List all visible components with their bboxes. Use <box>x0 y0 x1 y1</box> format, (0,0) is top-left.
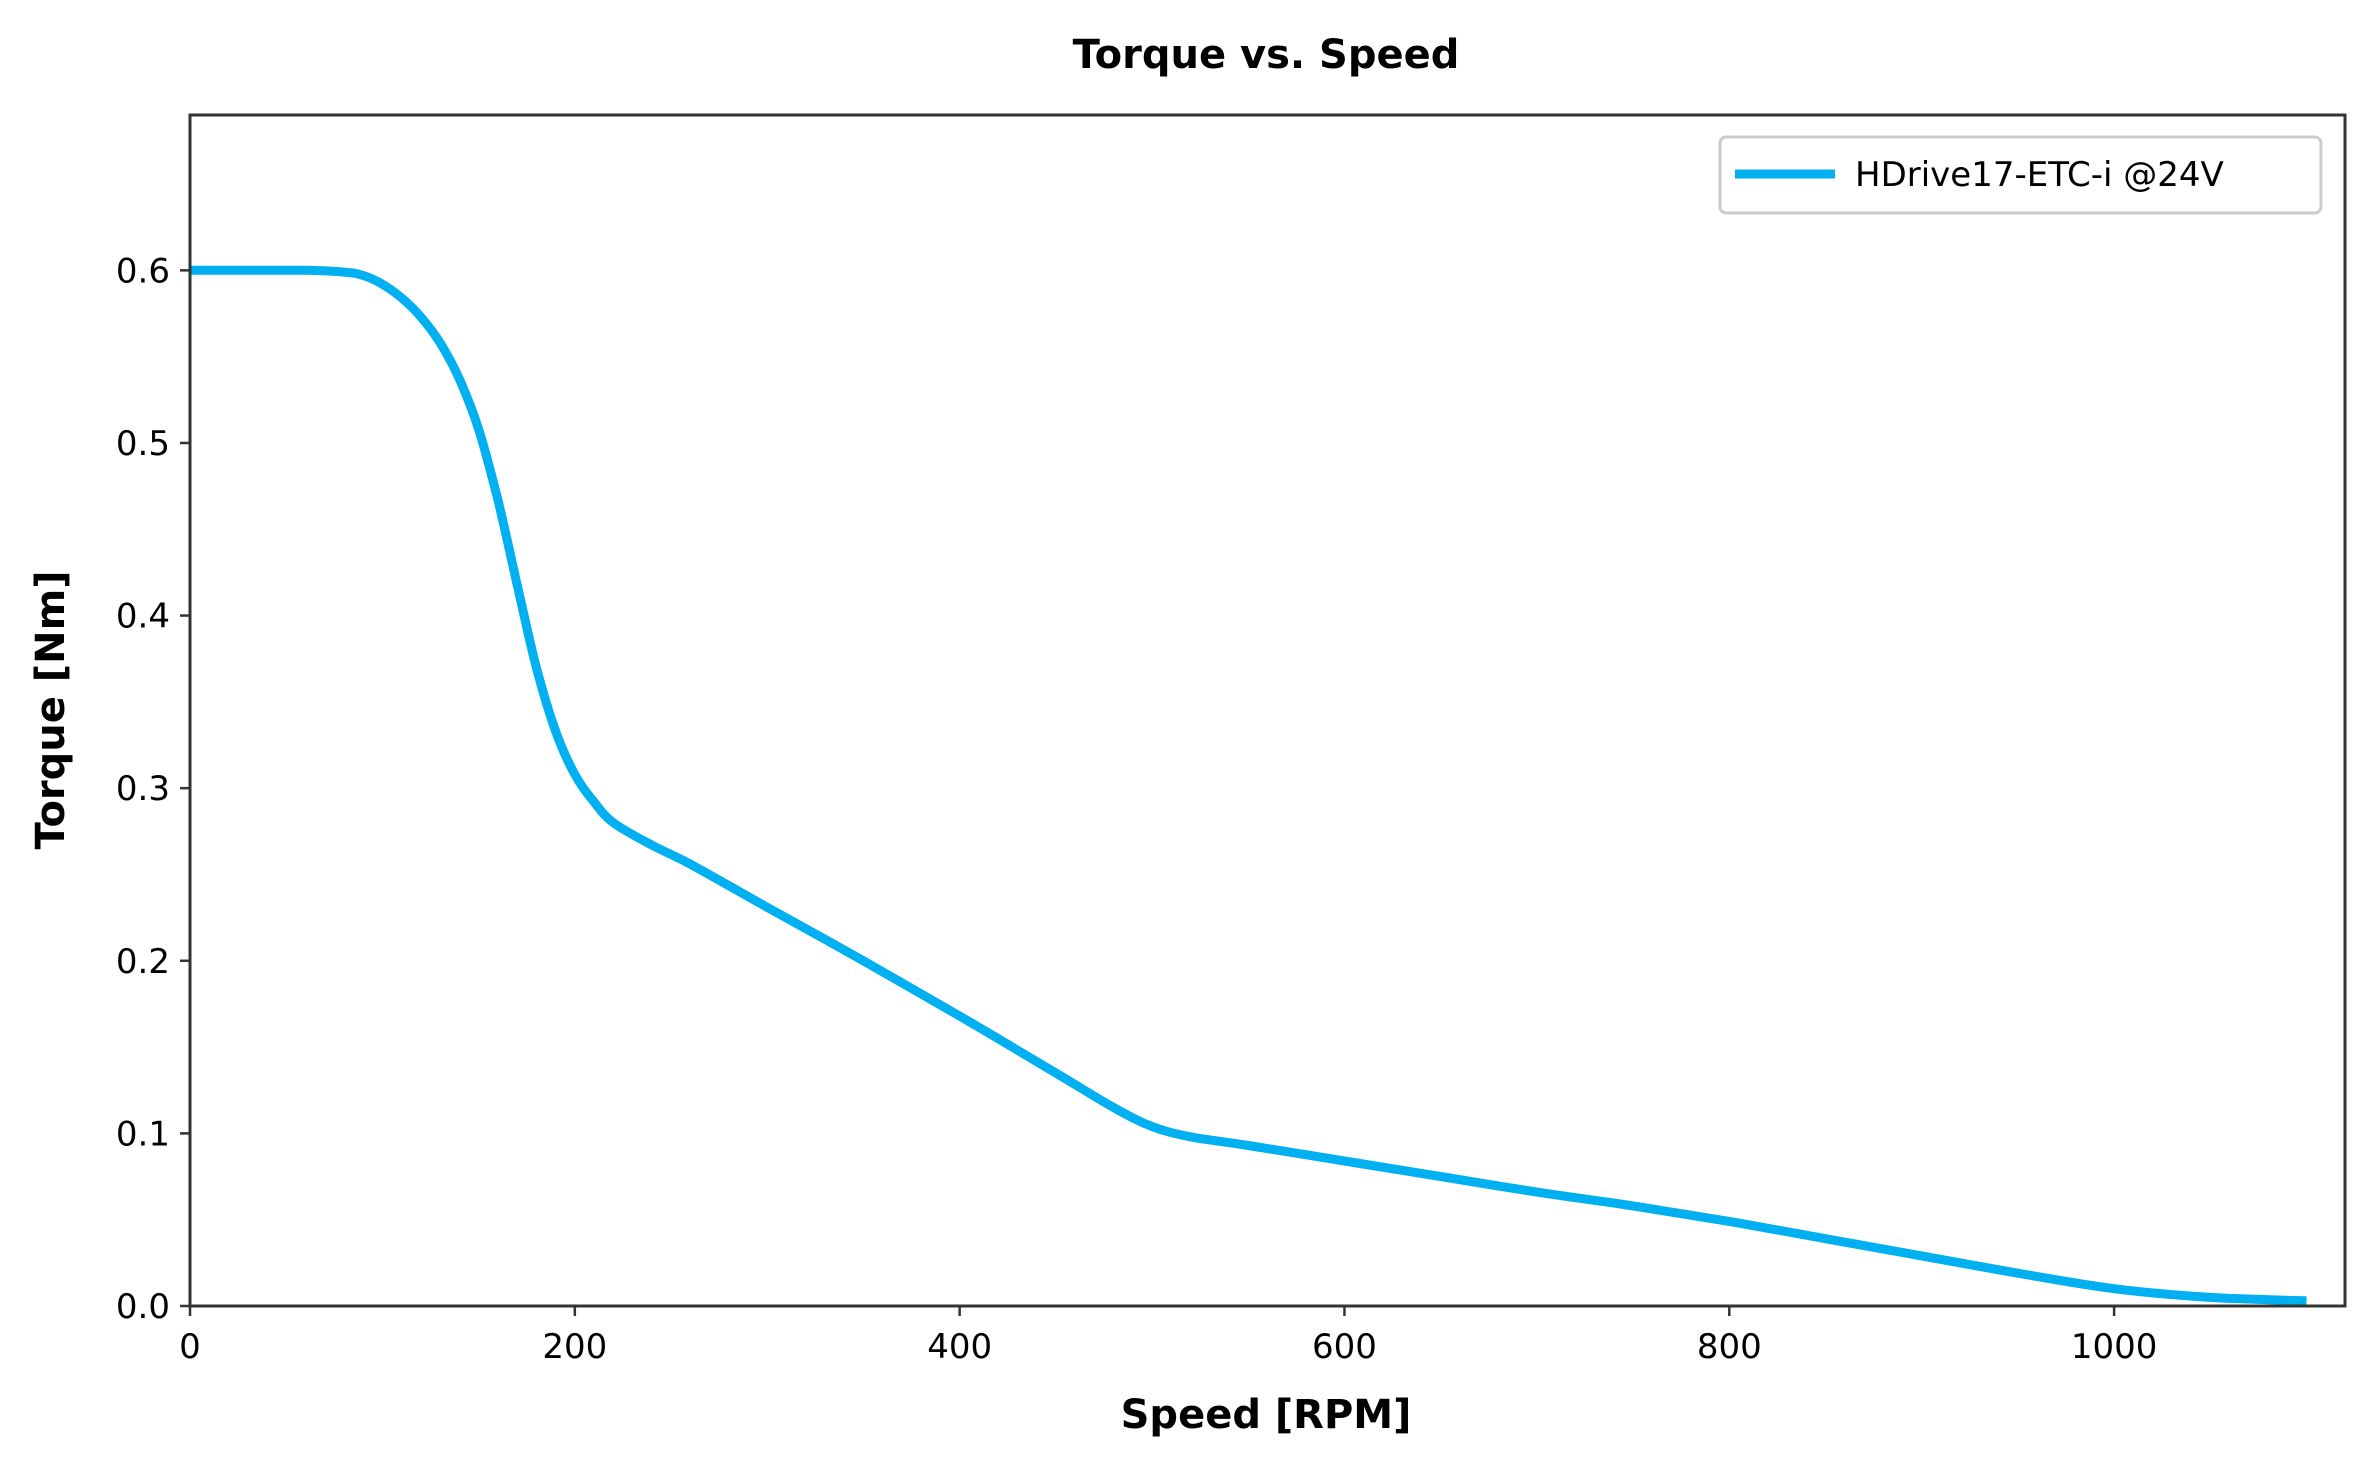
x-tick-label: 600 <box>1312 1327 1377 1367</box>
y-axis-ticks: 0.0 0.1 0.2 0.3 0.4 0.5 0.6 <box>116 251 190 1327</box>
plot-area <box>189 265 2307 1306</box>
legend-box <box>1718 135 2323 215</box>
x-tick-label: 0 <box>179 1327 201 1367</box>
plot-frame <box>188 113 2347 1308</box>
y-tick-label: 0.4 <box>116 597 170 637</box>
x-tick-label: 1000 <box>2071 1327 2158 1367</box>
y-tick-label: 0.2 <box>116 942 170 982</box>
x-tick-label: 200 <box>542 1327 607 1367</box>
y-tick-label: 0.0 <box>116 1287 170 1327</box>
chart-title: Torque vs. Speed <box>1073 32 1460 78</box>
y-tick-label: 0.3 <box>116 769 170 809</box>
y-axis-label: Torque [Nm] <box>28 570 74 849</box>
series-line <box>189 265 2307 1306</box>
y-tick-label: 0.5 <box>116 424 170 464</box>
legend: HDrive17-ETC-i @24V <box>1718 135 2323 215</box>
legend-label: HDrive17-ETC-i @24V <box>1855 155 2224 195</box>
x-tick-label: 400 <box>927 1327 992 1367</box>
y-tick-label: 0.1 <box>116 1114 170 1154</box>
x-axis-ticks: 0 200 400 600 800 1000 <box>179 1306 2157 1367</box>
y-tick-label: 0.6 <box>116 251 170 291</box>
x-tick-label: 800 <box>1697 1327 1762 1367</box>
x-axis-label: Speed [RPM] <box>1121 1392 1412 1438</box>
